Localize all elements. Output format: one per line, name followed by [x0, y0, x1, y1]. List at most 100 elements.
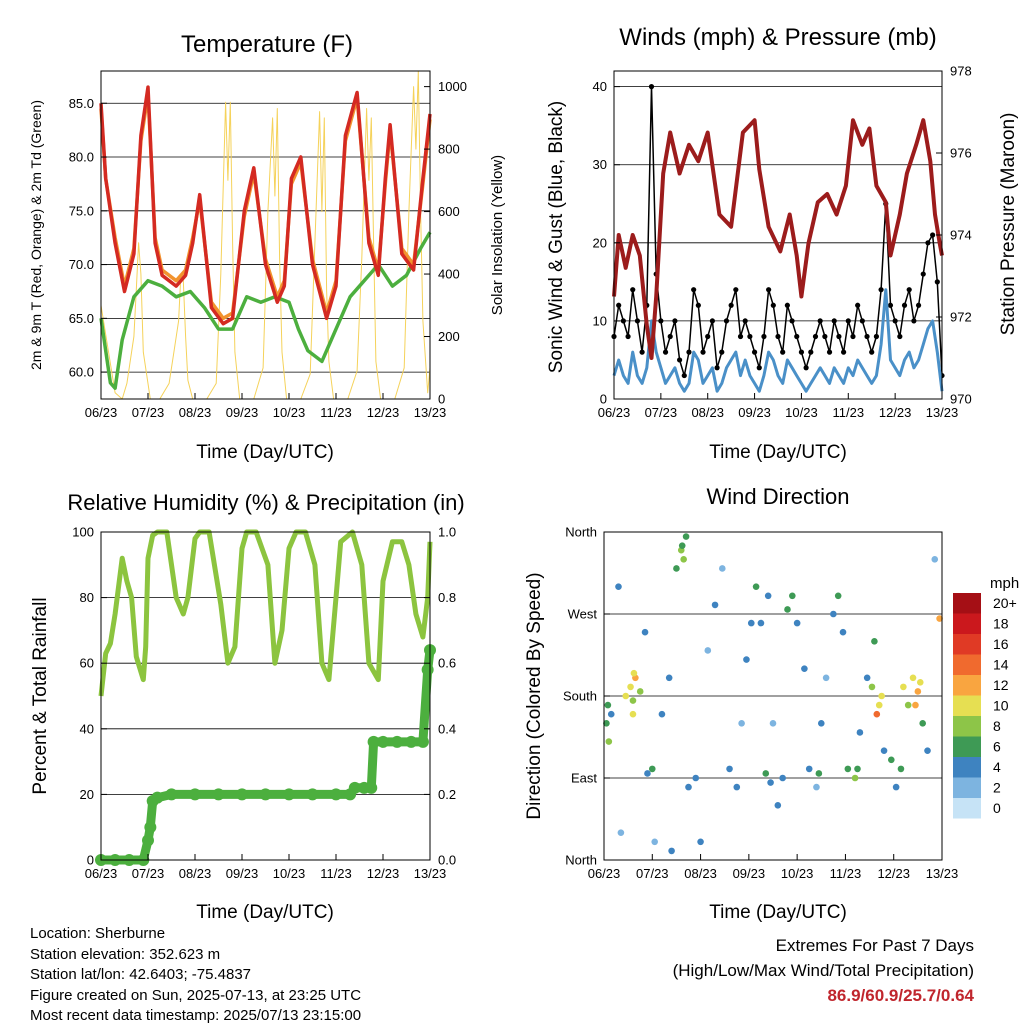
wind-direction-point	[805, 765, 813, 773]
dewpoint-2m-line	[99, 231, 432, 390]
wind-direction-point	[815, 770, 823, 777]
colorbar-swatch	[953, 736, 981, 757]
temperature-y2-tick-label: 800	[438, 142, 460, 157]
wind-direction-point	[678, 542, 686, 549]
wind-direction-point	[813, 783, 820, 791]
winds-x-ticks: 06/23 07/23 08/23 09/23 10/23 11/23 12/23 13/23	[598, 393, 958, 420]
wind-direction-point	[636, 688, 644, 695]
wind-direction-point	[607, 710, 615, 718]
colorbar-label: 12	[993, 677, 1009, 693]
wind-direction-point	[909, 674, 917, 682]
wind-direction-point	[904, 701, 912, 709]
winds-x-tick-label: 08/23	[691, 405, 724, 420]
wind-direction-y-tick-label: South	[563, 689, 597, 704]
humidity-y2-tick-label: 0.6	[438, 656, 456, 671]
colorbar-swatch	[953, 593, 981, 614]
relative-humidity-line	[98, 529, 433, 697]
wind-direction-point	[711, 601, 719, 609]
temperature-right-ticks: 0 200 400 600 800 1000	[424, 79, 467, 407]
wind-direction-point	[793, 619, 801, 627]
temperature-y-tick-label: 70.0	[69, 257, 94, 272]
wind-direction-point	[629, 710, 637, 718]
humidity-y-tick-label: 100	[72, 525, 94, 540]
wind-direction-point	[900, 683, 907, 691]
precipitation-point	[165, 788, 178, 801]
temperature-frame	[100, 70, 431, 400]
extremes-heading: Extremes For Past 7 Days	[775, 936, 974, 955]
temperature-x-tick-label: 11/23	[320, 405, 352, 420]
winds-x-tick-label: 11/23	[832, 405, 864, 420]
wind-direction-point	[878, 692, 885, 700]
humidity-y-tick-label: 40	[80, 721, 94, 736]
wind-direction-point	[685, 783, 692, 791]
winds-left-ticks: 0 10 20 30 40	[593, 79, 620, 407]
wind-direction-gridlines	[604, 613, 942, 779]
humidity-title: Relative Humidity (%) & Precipitation (i…	[67, 490, 464, 515]
colorbar-swatch	[953, 613, 981, 634]
humidity-x-tick-label: 10/23	[273, 866, 306, 881]
wind-direction-point	[747, 619, 755, 627]
wind-direction-point	[733, 783, 741, 791]
colorbar-label: 20+	[993, 595, 1017, 611]
wind-direction-point	[863, 674, 871, 682]
temperature-x-tick-label: 07/23	[132, 405, 165, 420]
extremes-summary: Extremes For Past 7 Days (High/Low/Max W…	[673, 933, 974, 1008]
wind-direction-point	[769, 720, 777, 727]
winds-y-tick-label: 30	[593, 157, 607, 172]
wind-direction-point	[844, 765, 852, 773]
temperature-x-tick-label: 09/23	[226, 405, 259, 420]
temperature-x-tick-label: 10/23	[273, 405, 306, 420]
temperature-panel: Temperature (F) 60.0 65.0 70.0 75.0 80.0 85.0…	[28, 31, 506, 463]
temperature-x-tick-label: 13/23	[414, 405, 447, 420]
humidity-x-tick-label: 09/23	[226, 866, 259, 881]
wind-direction-ylabel-left: Direction (Colored By Speed)	[524, 572, 545, 819]
winds-y2-tick-label: 970	[950, 392, 972, 407]
temperature-y2-tick-label: 200	[438, 329, 460, 344]
station-info: Location: Sherburne Station elevation: 3…	[30, 924, 361, 1027]
precipitation-point	[259, 788, 272, 801]
station-location: Location: Sherburne	[30, 925, 166, 942]
wind-direction-point	[817, 720, 825, 727]
winds-ylabel-left: Sonic Wind & Gust (Blue, Black)	[546, 101, 567, 373]
wind-direction-point	[854, 765, 861, 773]
colorbar-swatch	[953, 777, 981, 798]
wind-direction-point	[697, 838, 704, 846]
humidity-x-tick-label: 07/23	[132, 866, 165, 881]
wind-direction-point	[615, 583, 622, 590]
temperature-2m-line	[99, 85, 432, 326]
wind-direction-point	[673, 565, 680, 572]
colorbar-swatch	[953, 695, 981, 716]
wind-direction-y-tick-label: North	[565, 525, 597, 540]
temperature-xlabel: Time (Day/UTC)	[196, 442, 334, 463]
humidity-x-tick-label: 12/23	[367, 866, 400, 881]
temperature-y-tick-label: 60.0	[69, 365, 94, 380]
humidity-y2-tick-label: 0.4	[438, 721, 456, 736]
temperature-y-tick-label: 85.0	[69, 96, 94, 111]
humidity-xlabel: Time (Day/UTC)	[196, 902, 334, 923]
humidity-y2-tick-label: 0.0	[438, 853, 456, 868]
figure-created: Figure created on Sun, 2025-07-13, at 23…	[30, 986, 362, 1004]
wind-direction-point	[912, 701, 919, 709]
winds-y2-tick-label: 978	[950, 64, 972, 79]
extremes-subheading: (High/Low/Max Wind/Total Precipitation)	[672, 961, 974, 980]
wind-direction-point	[834, 592, 842, 600]
wind-direction-point	[764, 592, 772, 600]
wind-direction-point	[743, 656, 750, 663]
wind-direction-point	[622, 692, 630, 700]
wind-direction-x-tick-label: 10/23	[781, 866, 814, 881]
temperature-left-ticks: 60.0 65.0 70.0 75.0 80.0 85.0	[69, 96, 107, 380]
temperature-y-tick-label: 65.0	[69, 311, 94, 326]
humidity-x-tick-label: 13/23	[414, 866, 447, 881]
wind-direction-x-tick-label: 09/23	[733, 866, 766, 881]
precipitation-point	[144, 821, 157, 834]
humidity-y2-tick-label: 1.0	[438, 525, 456, 540]
wind-direction-point	[774, 802, 782, 809]
wind-direction-point	[856, 729, 864, 736]
temperature-x-tick-label: 12/23	[367, 405, 400, 420]
temperature-plot-area	[99, 70, 432, 400]
wind-direction-point	[830, 610, 837, 618]
recent-timestamp: Most recent data timestamp: 2025/07/13 2…	[30, 1007, 362, 1024]
wind-direction-point	[762, 770, 770, 777]
humidity-y-tick-label: 60	[80, 656, 94, 671]
